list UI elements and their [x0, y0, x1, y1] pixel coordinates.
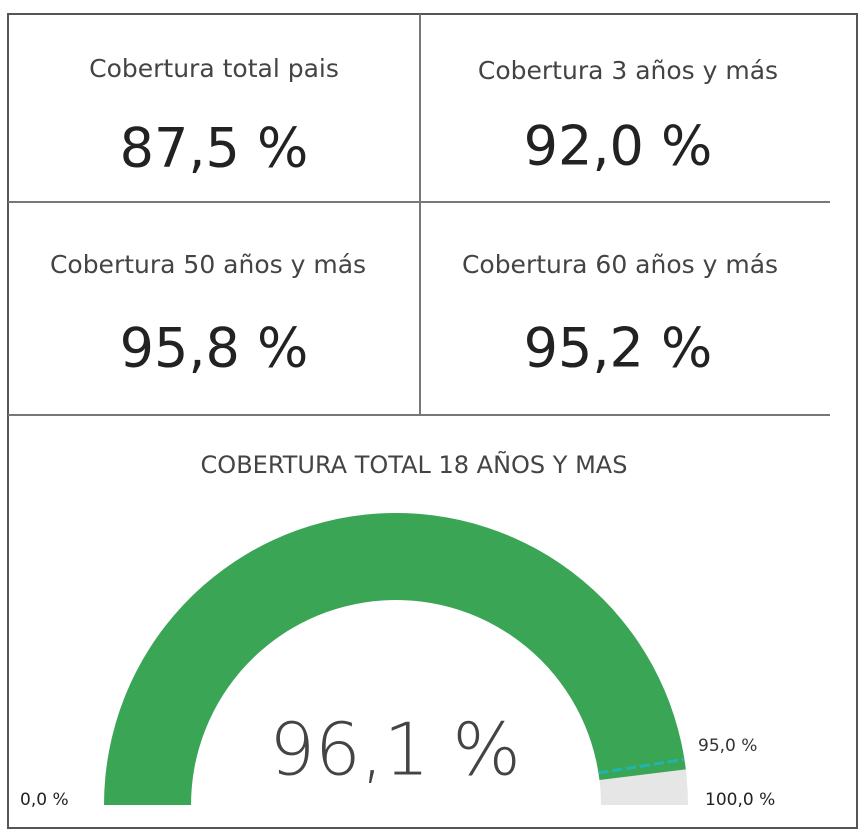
card-title: Cobertura 3 años y más — [478, 56, 778, 85]
gauge-target-label: 95,0 % — [698, 736, 757, 756]
gauge-title: COBERTURA TOTAL 18 AÑOS Y MAS — [201, 449, 628, 479]
card-value: 95,8 % — [120, 317, 309, 380]
card-title: Cobertura 50 años y más — [50, 250, 366, 279]
card-value: 87,5 % — [120, 117, 309, 180]
gauge-max-label: 100,0 % — [705, 790, 775, 810]
card-title: Cobertura total pais — [89, 54, 339, 83]
gauge-target — [598, 757, 685, 775]
gauge-bar — [104, 513, 686, 805]
gauge-value-label: 96,1 % — [269, 708, 521, 792]
card-value: 92,0 % — [524, 115, 713, 178]
card-title: Cobertura 60 años y más — [462, 250, 778, 279]
gauge-min-label: 0,0 % — [20, 790, 69, 810]
card-value: 95,2 % — [524, 317, 713, 380]
